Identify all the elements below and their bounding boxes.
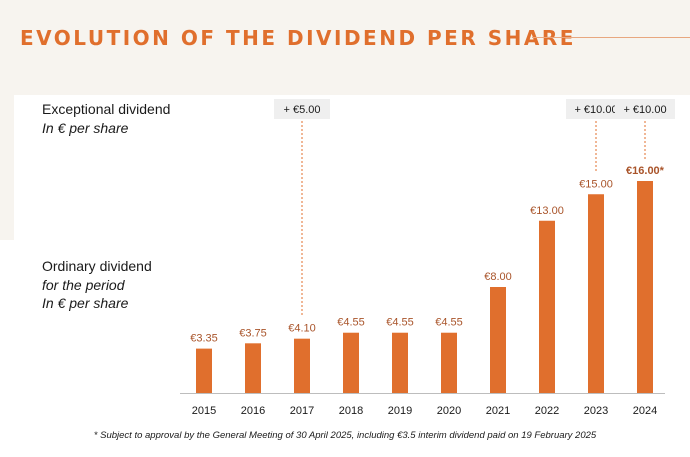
left-band bbox=[0, 95, 14, 240]
bar-2022 bbox=[539, 220, 555, 393]
bar-2024 bbox=[637, 181, 653, 393]
ordinary-label: Ordinary dividend bbox=[42, 258, 152, 274]
value-label-2016: €3.75 bbox=[239, 327, 267, 339]
title-rule bbox=[532, 37, 690, 38]
value-label-2022: €13.00 bbox=[530, 205, 564, 217]
footnote: * Subject to approval by the General Mee… bbox=[93, 430, 597, 441]
value-label-2024: €16.00* bbox=[626, 165, 665, 177]
value-label-2015: €3.35 bbox=[190, 333, 218, 345]
tick-label-2019: 2019 bbox=[388, 405, 412, 417]
value-label-2017: €4.10 bbox=[288, 323, 316, 335]
tick-label-2020: 2020 bbox=[437, 405, 461, 417]
bar-2020 bbox=[441, 332, 457, 393]
tick-label-2021: 2021 bbox=[486, 405, 510, 417]
exceptional-label: Exceptional dividend bbox=[42, 101, 171, 117]
tick-label-2017: 2017 bbox=[290, 405, 314, 417]
value-label-2019: €4.55 bbox=[386, 317, 414, 329]
bar-2023 bbox=[588, 194, 604, 393]
value-label-2023: €15.00 bbox=[579, 178, 613, 190]
exceptional-badge-2024 bbox=[615, 99, 675, 119]
tick-label-2015: 2015 bbox=[192, 405, 216, 417]
value-label-2020: €4.55 bbox=[435, 317, 463, 329]
tick-label-2018: 2018 bbox=[339, 405, 363, 417]
value-label-2018: €4.55 bbox=[337, 317, 365, 329]
bar-2016 bbox=[245, 343, 261, 393]
tick-label-2016: 2016 bbox=[241, 405, 265, 417]
bar-2017 bbox=[294, 338, 310, 393]
tick-label-2024: 2024 bbox=[633, 405, 657, 417]
bar-2019 bbox=[392, 332, 408, 393]
page-title: EVOLUTION OF THE DIVIDEND PER SHARE bbox=[20, 26, 576, 50]
exceptional-unit: In € per share bbox=[42, 120, 129, 136]
bar-2018 bbox=[343, 332, 359, 393]
header-band bbox=[0, 0, 690, 95]
tick-label-2023: 2023 bbox=[584, 405, 608, 417]
bar-2015 bbox=[196, 348, 212, 393]
value-label-2021: €8.00 bbox=[484, 271, 512, 283]
exceptional-label-2017: + €5.00 bbox=[283, 104, 320, 116]
exceptional-label-2023: + €10.00 bbox=[574, 104, 617, 116]
bar-2021 bbox=[490, 287, 506, 393]
exceptional-badge-2023 bbox=[566, 99, 626, 119]
ordinary-unit: In € per share bbox=[42, 295, 129, 311]
exceptional-badge-2017 bbox=[274, 99, 330, 119]
exceptional-label-2024: + €10.00 bbox=[623, 104, 666, 116]
tick-label-2022: 2022 bbox=[535, 405, 559, 417]
ordinary-subtitle: for the period bbox=[42, 277, 125, 293]
